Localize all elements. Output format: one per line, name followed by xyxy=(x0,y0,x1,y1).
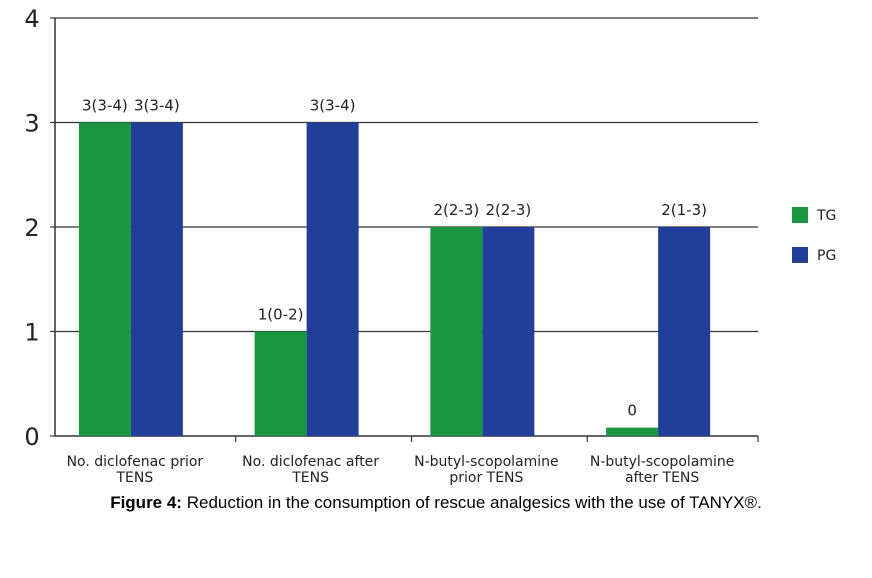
x-tick-label: N-butyl-scopolamine xyxy=(414,454,559,470)
bar-pg xyxy=(306,122,359,436)
bar-tg xyxy=(78,122,131,436)
bar-tg xyxy=(430,227,483,436)
bar-tg xyxy=(254,331,307,436)
x-tick-label: after TENS xyxy=(625,470,699,486)
x-tick-label: No. diclofenac after xyxy=(242,454,379,470)
legend-swatch-pg xyxy=(792,247,808,263)
y-tick-label: 0 xyxy=(24,423,39,451)
x-tick-label: TENS xyxy=(115,470,153,486)
caption-text: Reduction in the consumption of rescue a… xyxy=(181,493,762,512)
x-tick-label: TENS xyxy=(291,470,329,486)
data-label: 2(2-3) xyxy=(434,201,480,219)
data-label: 2(1-3) xyxy=(661,201,707,219)
data-label: 3(3-4) xyxy=(310,97,356,115)
x-tick-label: N-butyl-scopolamine xyxy=(590,454,735,470)
data-label: 3(3-4) xyxy=(82,97,128,115)
x-tick-label: No. diclofenac prior xyxy=(67,454,204,470)
figure-caption: Figure 4: Reduction in the consumption o… xyxy=(0,493,872,513)
x-tick-label: prior TENS xyxy=(449,470,523,486)
y-tick-label: 2 xyxy=(24,214,39,242)
legend-swatch-tg xyxy=(792,207,808,223)
y-tick-label: 3 xyxy=(24,110,39,138)
data-label: 0 xyxy=(627,402,637,420)
bar-pg xyxy=(130,122,183,436)
bar-pg xyxy=(482,227,535,436)
legend-label-pg: PG xyxy=(817,248,836,264)
bar-tg xyxy=(606,427,659,436)
y-tick-label: 4 xyxy=(24,5,39,33)
data-label: 1(0-2) xyxy=(258,306,304,324)
data-label: 2(2-3) xyxy=(486,201,532,219)
legend-label-tg: TG xyxy=(816,208,836,224)
bar-pg xyxy=(658,227,711,436)
caption-label: Figure 4: xyxy=(110,493,182,512)
y-tick-label: 1 xyxy=(24,319,39,347)
data-label: 3(3-4) xyxy=(134,97,180,115)
